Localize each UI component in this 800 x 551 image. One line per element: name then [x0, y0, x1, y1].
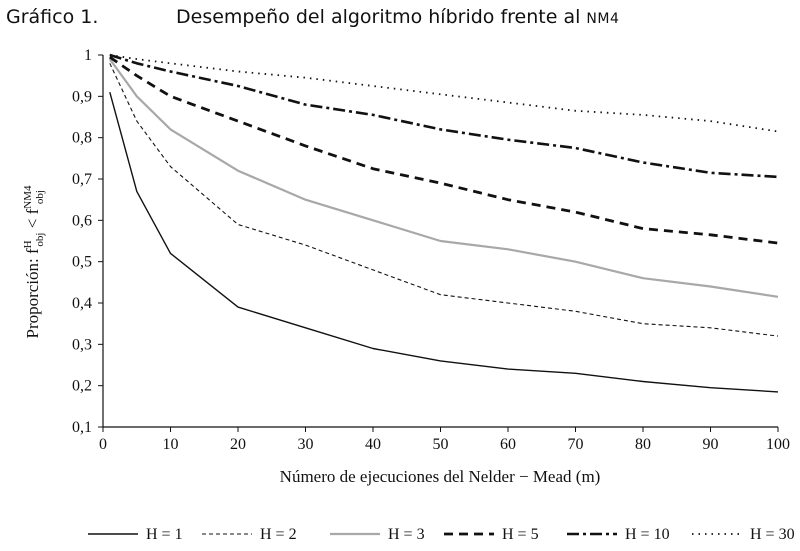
y-tick-label: 1 [84, 47, 92, 64]
figure-header: Gráfico 1. Desempeño del algoritmo híbri… [0, 0, 800, 36]
y-tick-label: 0,9 [72, 88, 92, 105]
y-axis-label-part: H [22, 240, 34, 248]
x-tick-label: 30 [298, 436, 314, 453]
series-line-h5 [109, 55, 779, 245]
x-tick-label: 0 [99, 436, 107, 453]
y-axis-label-part: < f [23, 208, 42, 232]
legend-label: H = 1 [146, 526, 183, 543]
legend-label: H = 10 [625, 526, 670, 543]
legend-label: H = 5 [502, 526, 539, 543]
chart-title-main: Desempeño del algoritmo híbrido frente a… [176, 6, 587, 28]
y-tick-label: 0,2 [72, 378, 92, 395]
x-tick-label: 50 [433, 436, 449, 453]
figure-number: Gráfico 1. [6, 6, 99, 28]
series-line-h1 [109, 92, 779, 393]
series-layer [108, 53, 779, 393]
y-axis-label: Proporción: fHobj < fNM4obj [22, 185, 46, 338]
y-tick-label: 0,6 [72, 212, 92, 229]
y-tick-label: 0,5 [72, 254, 92, 271]
x-tick-label: 10 [163, 436, 179, 453]
x-tick-label: 80 [635, 436, 651, 453]
y-axis-label-part: NM4 [22, 185, 34, 209]
series-line-h10 [109, 53, 779, 179]
y-axis-label-part: Proporción: f [23, 248, 42, 339]
x-tick-label: 100 [766, 436, 790, 453]
x-tick-label: 20 [230, 436, 246, 453]
chart-title: Desempeño del algoritmo híbrido frente a… [176, 6, 619, 28]
legend-label: H = 30 [750, 526, 795, 543]
y-tick-label: 0,4 [72, 295, 92, 312]
chart-axes: 0 10 20 30 40 50 60 70 80 90 100 0,1 0,2 0,3 0,4 0,5 0,6… [72, 47, 790, 453]
legend: H = 1 H = 2 H = 3 H = 5 H = 10 H = 30 [88, 526, 795, 543]
series-line-h3 [108, 58, 779, 298]
x-tick-label: 60 [500, 436, 516, 453]
y-tick-label: 0,7 [72, 171, 92, 188]
chart-title-suffix: NM4 [586, 11, 620, 27]
x-axis-label: Número de ejecuciones del Nelder − Mead … [280, 467, 601, 486]
y-tick-label: 0,3 [72, 336, 92, 353]
y-axis-label-part: obj [34, 232, 46, 246]
x-tick-label: 40 [365, 436, 381, 453]
legend-label: H = 2 [260, 526, 297, 543]
series-line-h30 [109, 54, 779, 133]
x-tick-label: 90 [703, 436, 719, 453]
legend-label: H = 3 [388, 526, 425, 543]
y-tick-label: 0,1 [72, 419, 92, 436]
y-tick-label: 0,8 [72, 130, 92, 147]
series-line-h2 [109, 63, 779, 337]
x-tick-label: 70 [568, 436, 584, 453]
y-axis-label-part: obj [34, 190, 46, 204]
